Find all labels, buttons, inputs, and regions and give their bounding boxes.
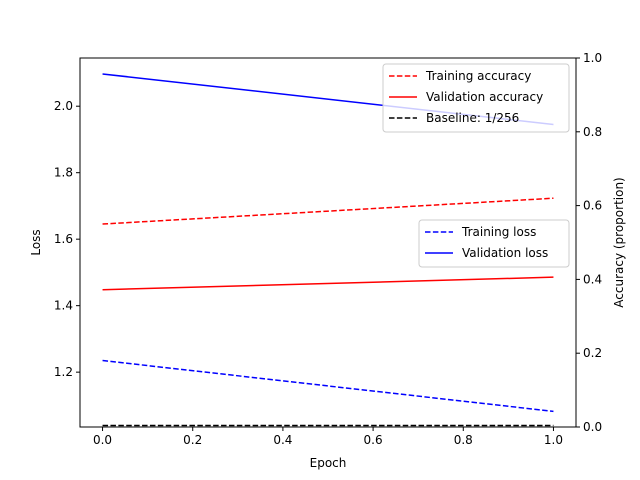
legend-label-training-accuracy: Training accuracy xyxy=(425,69,531,83)
x-axis-label: Epoch xyxy=(310,456,347,470)
y-right-tick-label: 1.0 xyxy=(583,51,602,65)
y-axis-left: 1.2 1.4 1.6 1.8 2.0 xyxy=(54,99,80,379)
legend-label-baseline-1-256: Baseline: 1/256 xyxy=(426,111,519,125)
series-layer xyxy=(102,73,554,427)
y-right-tick-label: 0.6 xyxy=(583,199,602,213)
y-axis-right-label: Accuracy (proportion) xyxy=(612,177,626,307)
y-left-tick-label: 2.0 xyxy=(54,99,73,113)
x-tick-label: 0.2 xyxy=(183,433,202,447)
y-right-tick-label: 0.4 xyxy=(583,272,602,286)
legend-box xyxy=(382,63,570,133)
y-axis-left-label: Loss xyxy=(29,229,43,255)
y-left-tick-label: 1.4 xyxy=(54,299,73,313)
y-left-tick-label: 1.6 xyxy=(54,232,73,246)
legend-accuracy: Training accuracy Validation accuracy Base… xyxy=(382,63,570,133)
legend-loss: Training loss Validation loss xyxy=(418,219,570,268)
series-line-training-loss xyxy=(102,359,554,413)
y-right-tick-label: 0.2 xyxy=(583,346,602,360)
x-tick-label: 0.8 xyxy=(454,433,473,447)
x-axis: 0.0 0.2 0.4 0.6 0.8 1.0 xyxy=(93,427,563,447)
plot-frame xyxy=(79,57,577,428)
legend-label-training-loss: Training loss xyxy=(461,225,536,239)
y-right-tick-label: 0.8 xyxy=(583,125,602,139)
y-left-tick-label: 1.2 xyxy=(54,365,73,379)
series-line-training-accuracy xyxy=(102,197,554,225)
x-tick-label: 0.0 xyxy=(93,433,112,447)
y-left-tick-label: 1.8 xyxy=(54,166,73,180)
x-tick-label: 1.0 xyxy=(544,433,563,447)
legend-label-validation-accuracy: Validation accuracy xyxy=(426,90,543,104)
legend-box xyxy=(418,219,570,268)
x-tick-label: 0.6 xyxy=(364,433,383,447)
legend-label-validation-loss: Validation loss xyxy=(462,246,548,260)
y-right-tick-label: 0.0 xyxy=(583,420,602,434)
x-tick-label: 0.4 xyxy=(273,433,292,447)
y-axis-right: 0.0 0.2 0.4 0.6 0.8 1.0 xyxy=(576,51,602,434)
series-line-validation-accuracy xyxy=(102,276,554,291)
